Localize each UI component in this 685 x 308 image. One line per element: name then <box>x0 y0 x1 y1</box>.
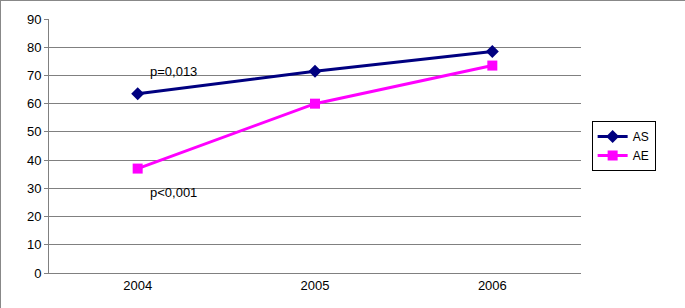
svg-text:70: 70 <box>27 68 41 83</box>
svg-text:2006: 2006 <box>478 278 507 293</box>
svg-text:2005: 2005 <box>301 278 330 293</box>
svg-text:10: 10 <box>27 237 41 252</box>
svg-text:50: 50 <box>27 124 41 139</box>
svg-text:2004: 2004 <box>123 278 152 293</box>
svg-text:AE: AE <box>633 149 649 163</box>
svg-text:AS: AS <box>633 130 649 144</box>
svg-text:80: 80 <box>27 40 41 55</box>
svg-text:0: 0 <box>34 266 41 281</box>
svg-text:20: 20 <box>27 209 41 224</box>
svg-text:30: 30 <box>27 181 41 196</box>
svg-text:40: 40 <box>27 153 41 168</box>
svg-text:90: 90 <box>27 12 41 27</box>
svg-text:60: 60 <box>27 96 41 111</box>
svg-text:p<0,001: p<0,001 <box>150 185 197 200</box>
svg-text:p=0,013: p=0,013 <box>150 64 197 79</box>
